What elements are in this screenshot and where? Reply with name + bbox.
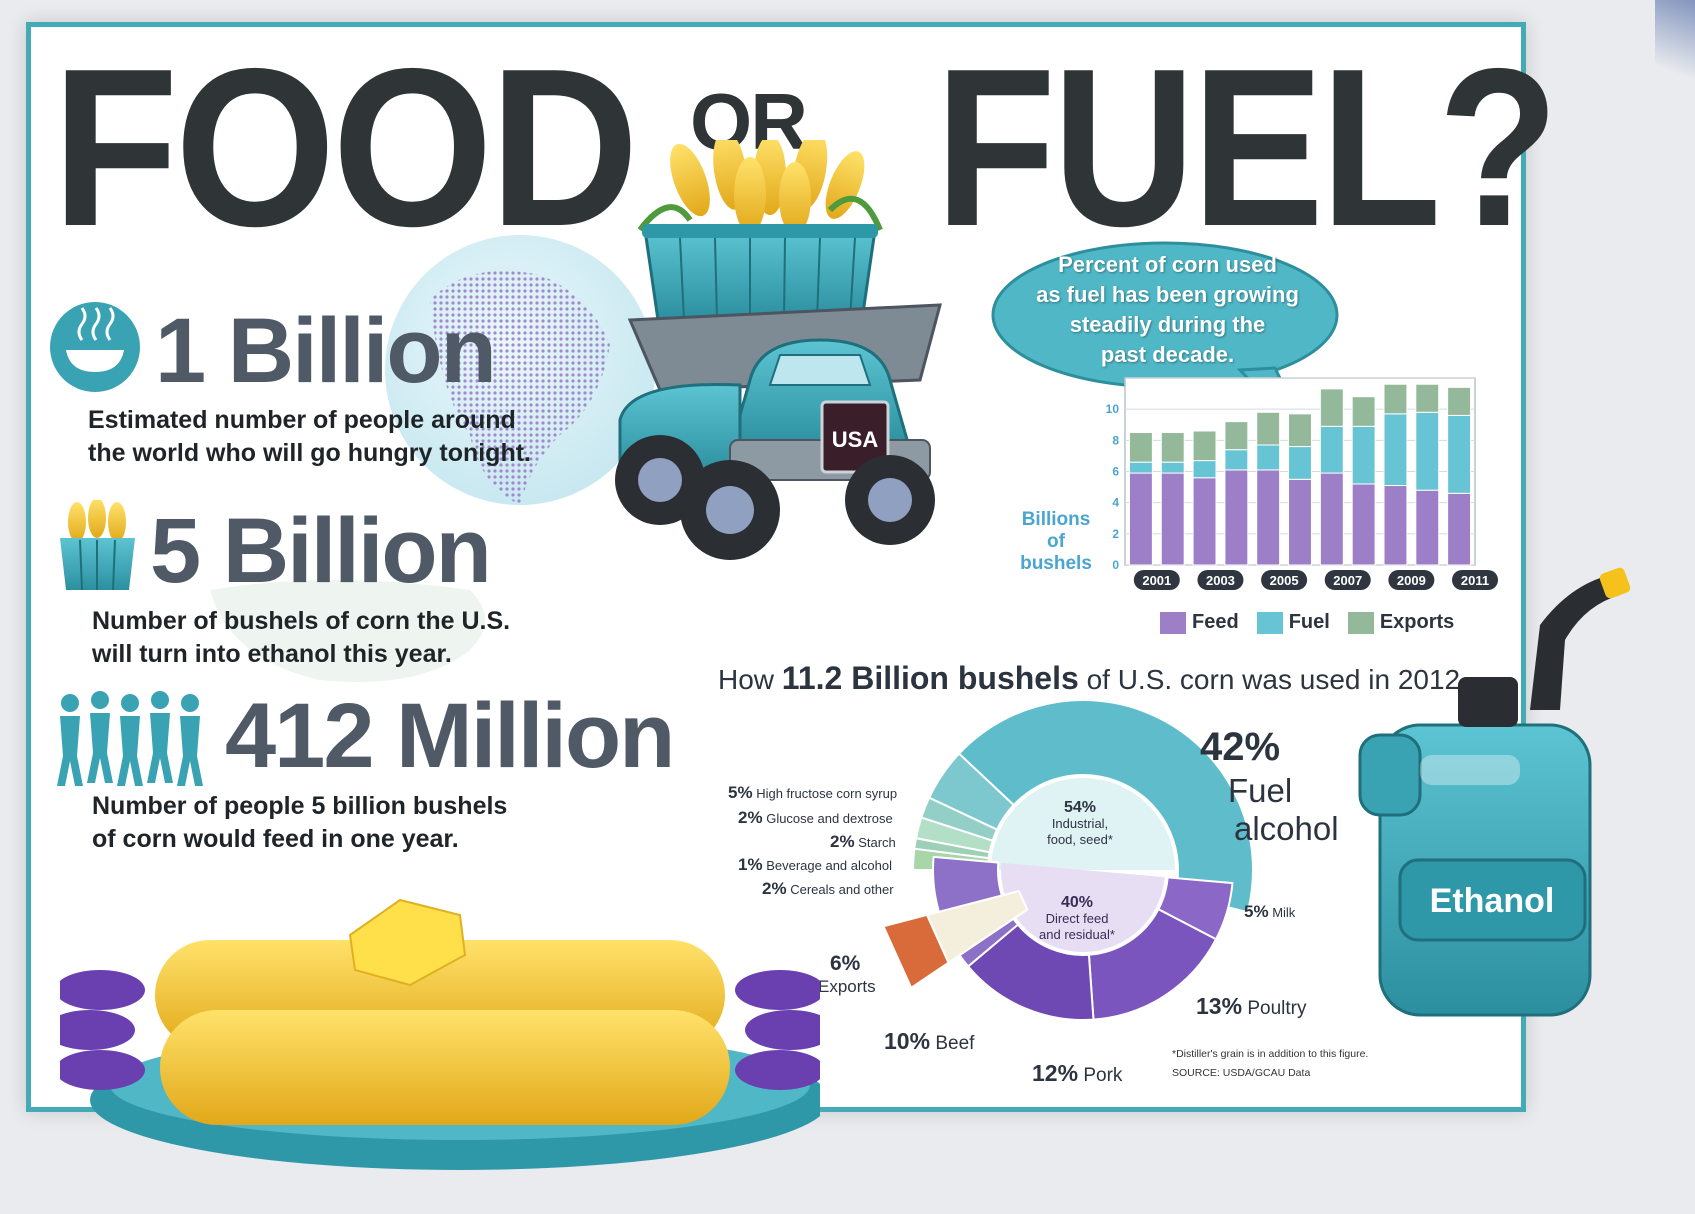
- legend-fuel: Fuel: [1256, 611, 1330, 634]
- x-tick-label: 2011: [1461, 573, 1489, 588]
- chart-legend: Feed Fuel Exports: [1160, 611, 1454, 634]
- label-beef: 10% Beef: [884, 1028, 975, 1054]
- truck-wheels: [615, 435, 935, 560]
- bar-exports-2007: [1319, 388, 1344, 427]
- people-icon: [57, 691, 203, 786]
- label-beverage: 1% Beverage and alcohol: [738, 855, 892, 874]
- bar-exports-2005: [1256, 411, 1281, 446]
- label-cereals: 2% Cereals and other: [762, 879, 894, 898]
- y-tick-label: 4: [1112, 496, 1119, 510]
- title-fuel: FUEL?: [935, 21, 1559, 273]
- x-tick-2003: 2003: [1197, 570, 1244, 590]
- x-tick-2001: 2001: [1133, 570, 1180, 590]
- stat-2-desc-line2: will turn into ethanol this year.: [92, 640, 452, 668]
- y-tick-label: 0: [1112, 558, 1119, 572]
- group-feed-label: 40% Direct feed and residual*: [1039, 894, 1115, 943]
- label-fuel-pct: 42%: [1200, 725, 1281, 769]
- label-hfcs: 5% High fructose corn syrup: [728, 783, 898, 802]
- title-or: OR: [690, 77, 808, 166]
- slice-exports-band: [882, 913, 950, 990]
- stat-3-desc-line1: Number of people 5 billion bushels: [92, 792, 508, 820]
- bar-exports-2011: [1447, 386, 1472, 416]
- bar-exports-2006: [1288, 413, 1312, 448]
- x-tick-2005: 2005: [1261, 570, 1308, 590]
- y-tick-label: 10: [1106, 402, 1120, 416]
- bar-exports-2008: [1351, 396, 1376, 427]
- corn-plate-illustration: [60, 898, 820, 1170]
- stat-1-value: 1 Billion: [155, 300, 497, 402]
- industrial-center: [991, 778, 1175, 870]
- x-tick-label: 2005: [1270, 573, 1299, 588]
- label-poultry: 13% Poultry: [1196, 993, 1307, 1019]
- label-milk: 5% Milk: [1244, 902, 1296, 921]
- bar-exports-2003: [1192, 430, 1217, 462]
- y-axis-label-line: of: [1047, 531, 1066, 552]
- stat-3-value: 412 Million: [225, 685, 675, 787]
- stacked-bar-chart: 0 2 4 6 8 10 2001 2003 2005 2007 2009 2011 Billionso…: [1020, 377, 1498, 590]
- stat-2-value: 5 Billion: [150, 500, 492, 602]
- usa-map-outline: [210, 580, 485, 682]
- label-exports-pct: 6%: [830, 952, 861, 975]
- globe-icon: [385, 235, 655, 505]
- label-exports: Exports: [818, 977, 876, 996]
- y-tick-label: 8: [1112, 433, 1119, 447]
- x-tick-label: 2001: [1142, 573, 1171, 588]
- bubble-line-1: Percent of corn used: [1058, 252, 1277, 277]
- label-pork: 12% Pork: [1032, 1060, 1123, 1086]
- footnote-text: *Distiller's grain is in addition to thi…: [1172, 1048, 1369, 1060]
- stat-3-desc-line2: of corn would feed in one year.: [92, 825, 459, 853]
- source-text: SOURCE: USDA/GCAU Data: [1172, 1067, 1311, 1079]
- bubble-line-2: as fuel has been growing: [1036, 282, 1299, 307]
- legend-feed: Feed: [1160, 611, 1239, 634]
- label-fuel: Fuel: [1228, 772, 1293, 809]
- bubble-line-4: past decade.: [1100, 342, 1235, 367]
- y-axis-label-line: Billions: [1022, 509, 1091, 530]
- title-food: FOOD: [52, 21, 639, 273]
- group-industrial-label: 54% Industrial, food, seed*: [1047, 799, 1113, 848]
- bubble-line-3: steadily during the: [1069, 312, 1266, 337]
- truck-illustration: USA: [615, 140, 942, 560]
- bar-exports-2010: [1415, 383, 1440, 413]
- stat-1-desc-line2: the world who will go hungry tonight.: [88, 439, 531, 467]
- x-tick-label: 2007: [1333, 573, 1362, 588]
- x-tick-2011: 2011: [1452, 570, 1498, 590]
- label-glucose: 2% Glucose and dextrose: [738, 808, 893, 827]
- truck-usa-label: USA: [832, 427, 879, 452]
- footnote: *Distiller's grain is in addition to thi…: [1172, 1045, 1368, 1083]
- ethanol-can-illustration: Ethanol: [1358, 567, 1631, 1017]
- x-tick-label: 2003: [1206, 573, 1235, 588]
- stat-1-desc-line1: Estimated number of people around: [88, 406, 516, 434]
- legend-exports: Exports: [1347, 611, 1454, 634]
- bar-exports-2002: [1160, 432, 1185, 463]
- donut-heading: How 11.2 Billion bushels of U.S. corn wa…: [718, 660, 1461, 696]
- corn-basket-small-icon: [60, 500, 135, 591]
- bar-exports-2001: [1128, 432, 1153, 463]
- x-tick-label: 2009: [1397, 573, 1426, 588]
- bar-exports-2009: [1383, 383, 1408, 415]
- y-tick-label: 2: [1112, 527, 1119, 541]
- slice-fuel-alcohol: [957, 698, 1255, 914]
- bubble-text: Percent of corn used as fuel has been gr…: [1010, 250, 1325, 370]
- y-tick-label: 6: [1112, 465, 1119, 479]
- hungry-bowl-icon: [50, 302, 140, 392]
- can-label: Ethanol: [1430, 882, 1555, 920]
- x-tick-2009: 2009: [1388, 570, 1435, 590]
- x-tick-2007: 2007: [1324, 570, 1371, 590]
- corner-shadow: [1655, 0, 1695, 120]
- label-starch: 2% Starch: [830, 832, 896, 851]
- y-axis-label-line: bushels: [1020, 553, 1092, 574]
- corn-basket-icon: [637, 140, 883, 322]
- stat-2-desc-line1: Number of bushels of corn the U.S.: [92, 607, 511, 635]
- feed-center: [1000, 862, 1165, 953]
- bar-exports-2004: [1224, 421, 1249, 451]
- label-alcohol: alcohol: [1234, 810, 1339, 847]
